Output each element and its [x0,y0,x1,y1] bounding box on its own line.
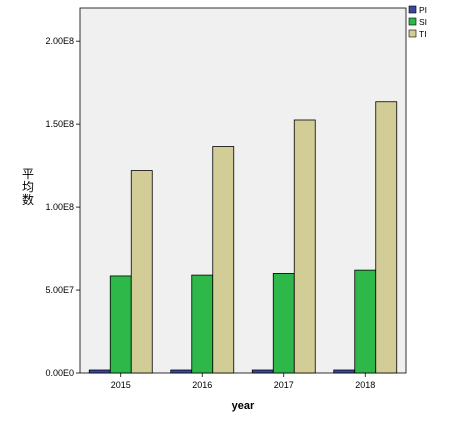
bar-pi-2017 [251,369,274,374]
bar-ti-2018 [375,101,398,374]
bar-si-2018 [354,269,377,374]
legend-label-ti: TI [419,29,427,39]
x-axis-label: year [232,400,255,412]
y-tick-label: 0.00E0 [45,368,74,378]
bar-ti-2015 [130,170,153,374]
y-axis-label: 平均数 [22,167,34,207]
y-tick-label: 5.00E7 [45,285,74,295]
legend-swatch-si [408,17,417,26]
y-tick-label: 1.50E8 [45,119,74,129]
y-axis-label-char: 平 [22,167,34,181]
bar-si-2016 [191,274,214,374]
bar-pi-2016 [170,369,193,374]
legend-label-si: SI [419,17,427,27]
x-axis: 2015 2016 2017 2018 [111,373,375,390]
x-tick-label: 2016 [192,380,212,390]
bars [88,101,398,374]
bar-si-2015 [109,275,132,374]
bar-ti-2016 [212,146,235,374]
legend: PI SI TI [408,5,427,39]
legend-swatch-pi [408,5,417,14]
legend-label-pi: PI [419,5,427,15]
x-tick-label: 2018 [355,380,375,390]
bar-pi-2015 [88,369,111,374]
x-tick-label: 2015 [111,380,131,390]
x-tick-label: 2017 [274,380,294,390]
bar-pi-2018 [333,369,356,374]
y-axis-label-char: 数 [22,192,34,207]
legend-swatch-ti [408,29,417,38]
y-tick-label: 2.00E8 [45,36,74,46]
bar-si-2017 [272,273,295,374]
y-axis: 0.00E0 5.00E7 1.00E8 1.50E8 2.00E8 [45,36,80,378]
y-tick-label: 1.00E8 [45,202,74,212]
bar-ti-2017 [293,119,316,374]
y-axis-label-char: 均 [22,180,34,194]
